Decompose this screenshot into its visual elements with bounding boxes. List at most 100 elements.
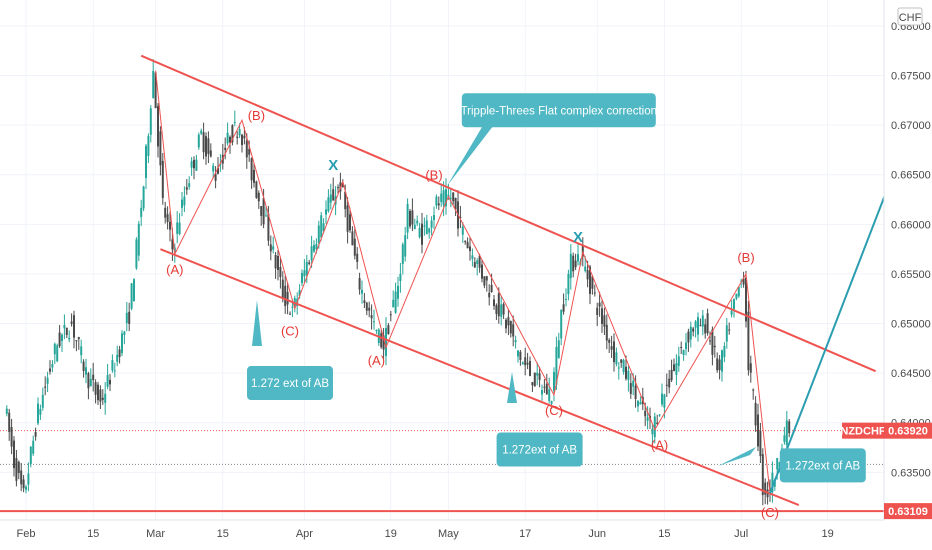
candle-body	[368, 307, 371, 311]
candle-body	[697, 317, 699, 335]
candle-body	[687, 331, 690, 343]
candle-body	[229, 136, 231, 143]
support-price-tag-text: 0.63109	[888, 506, 928, 518]
symbol-tag-box	[842, 422, 884, 439]
candle-body	[140, 207, 143, 217]
candle-body	[121, 333, 123, 354]
candle-body	[389, 314, 392, 316]
candle-body	[80, 346, 83, 356]
candle-body	[670, 369, 673, 381]
candle-body	[668, 378, 671, 388]
x-tick-label: Apr	[296, 528, 313, 540]
candle-body	[557, 340, 560, 358]
candle-body	[358, 278, 361, 290]
x-tick-label: Mar	[146, 528, 165, 540]
candle-body	[17, 461, 20, 474]
candle-body	[97, 384, 99, 401]
candle-body	[329, 194, 332, 203]
candle-body	[217, 167, 219, 174]
candle-body	[147, 135, 150, 156]
currency-label-box	[897, 7, 923, 26]
x-tick-label: 15	[658, 528, 670, 540]
candle-body	[58, 332, 61, 347]
callout-box	[779, 448, 866, 483]
candle-body	[341, 182, 344, 188]
candle-body	[757, 414, 759, 447]
candle-body	[308, 262, 311, 264]
wave-label-x: X	[573, 229, 583, 246]
candle-body	[37, 403, 39, 424]
candle-body	[209, 150, 212, 157]
candle-body	[286, 291, 289, 305]
candle-body	[289, 313, 291, 315]
candle-body	[505, 319, 507, 329]
x-tick-label: 15	[87, 528, 99, 540]
candle-body	[401, 244, 404, 264]
candle-body	[569, 253, 572, 279]
candle-body	[553, 372, 555, 392]
candle-body	[541, 390, 543, 395]
candle-body	[255, 181, 258, 198]
candle-body	[454, 197, 457, 210]
candle-body	[445, 189, 447, 207]
candle-body	[128, 311, 131, 324]
candle-body	[617, 367, 620, 369]
candle-body	[725, 325, 728, 342]
candle-body	[673, 364, 675, 371]
candle-body	[627, 370, 630, 380]
currency-label[interactable]: CHF	[897, 7, 923, 26]
channel-upper-line	[140, 54, 876, 373]
candle-body	[363, 300, 366, 303]
x-tick-label: 15	[217, 528, 229, 540]
candle-body	[550, 401, 553, 404]
candle-body	[464, 241, 467, 243]
candle-body	[555, 346, 558, 385]
candle-body	[428, 228, 431, 233]
candle-body	[675, 363, 678, 375]
candle-body	[622, 359, 625, 372]
time-axis-panel[interactable]	[0, 520, 932, 550]
candle-body	[533, 372, 536, 387]
wave-label: (B)	[737, 250, 754, 265]
candle-body	[349, 214, 351, 231]
time-axis: Feb 15 Mar 15 Apr 19 May 17 Jun 15 Jul 19	[17, 528, 834, 540]
candle-body	[517, 350, 519, 357]
candle-body	[205, 136, 207, 157]
candle-body	[253, 169, 255, 183]
candle-body	[181, 199, 183, 208]
candle-body	[545, 384, 548, 395]
y-tick-label: 0.63500	[891, 467, 931, 479]
x-tick-label: Jul	[734, 528, 748, 540]
candle-body	[452, 192, 455, 202]
candle-body	[298, 290, 301, 296]
candle-body	[313, 245, 315, 252]
x-tick-label: Jun	[588, 528, 606, 540]
candle-body	[164, 207, 167, 218]
candle-body	[284, 285, 287, 307]
candle-body	[620, 359, 623, 363]
candle-body	[728, 329, 731, 331]
callout-box	[496, 432, 583, 467]
candle-body	[353, 238, 356, 256]
candle-body	[661, 393, 663, 405]
candle-body	[733, 299, 735, 310]
candle-body	[406, 203, 409, 233]
candle-body	[46, 377, 49, 384]
candle-body	[135, 239, 138, 269]
candle-body	[629, 383, 632, 394]
candle-body	[15, 458, 18, 481]
callout-tail	[252, 300, 262, 346]
candle-body	[682, 349, 685, 355]
candle-body	[701, 315, 704, 327]
candle-body	[137, 223, 140, 256]
candle-body	[747, 311, 750, 371]
candle-body	[375, 329, 378, 331]
candle-body	[109, 379, 111, 385]
candle-body	[543, 386, 546, 388]
channel-lower-line	[160, 248, 800, 507]
callout-box	[461, 93, 656, 128]
candle-body	[39, 408, 42, 415]
x-tick-label: 19	[821, 528, 833, 540]
candle-body	[721, 350, 723, 372]
